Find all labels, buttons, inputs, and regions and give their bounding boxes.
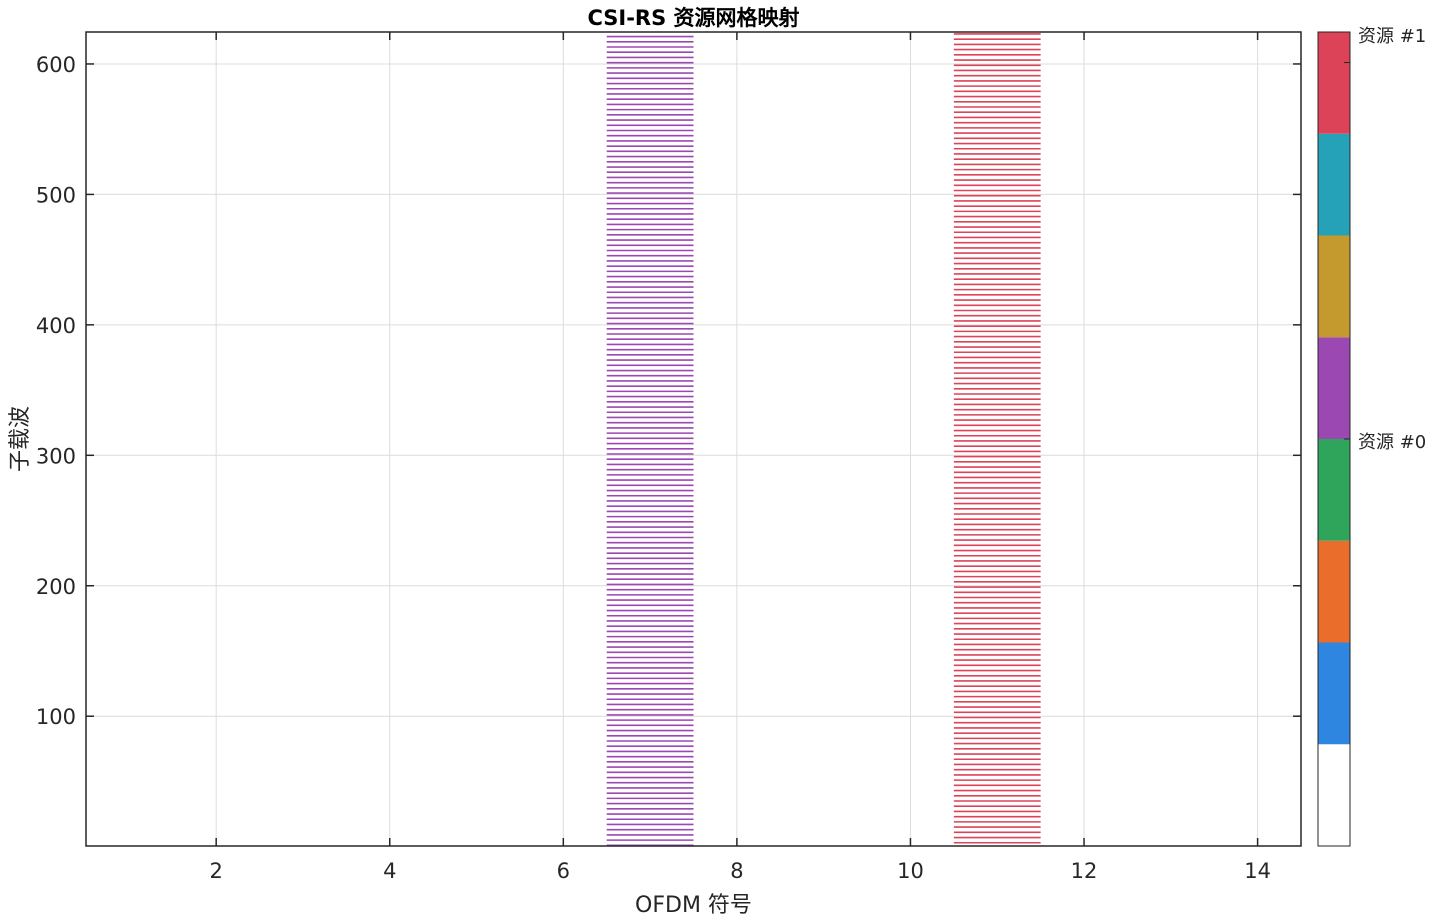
colorbar-label-resource-1: 资源 #1: [1358, 26, 1427, 47]
series-0-group: [606, 35, 694, 847]
colorbar-segment: [1318, 439, 1350, 541]
x-tick-label: 14: [1244, 859, 1271, 883]
x-tick-label: 4: [383, 859, 396, 883]
y-tick-label: 300: [36, 444, 76, 468]
x-tick-label: 10: [897, 859, 924, 883]
colorbar-segment: [1318, 337, 1350, 439]
colorbar-segment: [1318, 744, 1350, 846]
series-1-group: [953, 33, 1041, 844]
colorbar-segment: [1318, 642, 1350, 745]
x-tick-label: 8: [730, 859, 743, 883]
colorbar-segment: [1318, 235, 1350, 338]
x-tick-label: 2: [209, 859, 222, 883]
y-tick-label: 200: [36, 575, 76, 599]
plot-frame: [85, 31, 1302, 847]
colorbar-label-resource-0: 资源 #0: [1358, 432, 1427, 453]
y-tick-label: 100: [36, 705, 76, 729]
colorbar: [1317, 31, 1351, 847]
axis-ticks: 2 4 6 8 10 12 14 100 200 300 400 500 600: [36, 32, 1301, 883]
grid-lines: [86, 32, 1301, 846]
x-tick-label: 12: [1071, 859, 1098, 883]
resource-grid-data: [606, 33, 1041, 847]
colorbar-segment: [1318, 540, 1350, 643]
x-tick-label: 6: [557, 859, 570, 883]
y-tick-label: 600: [36, 53, 76, 77]
x-axis-label: OFDM 符号: [635, 893, 752, 918]
colorbar-segment: [1318, 133, 1350, 236]
y-axis-label: 子载波: [8, 405, 33, 473]
colorbar-segment: [1318, 32, 1350, 134]
chart-title: CSI-RS 资源网格映射: [587, 6, 800, 30]
y-tick-label: 400: [36, 314, 76, 338]
y-tick-label: 500: [36, 183, 76, 207]
